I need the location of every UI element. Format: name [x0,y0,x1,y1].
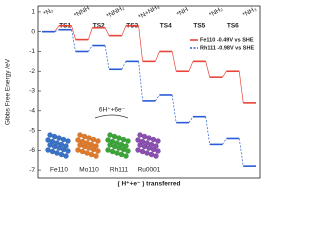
x-axis-label: ( H⁺+e⁻ ) transferred [117,181,180,188]
atom [63,153,69,159]
y-tick-label: 0 [31,28,35,35]
atom [95,138,101,144]
inset-label: Fe110 [50,167,68,174]
atom [93,143,99,149]
chart: Gibbs Free Energy /eV ( H⁺+e⁻ ) transfer… [5,3,261,188]
atom [65,148,71,154]
connector [155,51,160,62]
atom [153,143,159,149]
y-tick-label: -3 [29,88,35,95]
state-label: *N₂ [43,6,55,17]
connector [71,29,76,52]
connector [71,25,76,40]
y-tick-label: -5 [29,127,35,134]
state-label: *NNH₂ [106,4,126,20]
atom [123,153,129,159]
y-tick-label: -7 [29,167,35,174]
atom [65,138,71,144]
connector [104,27,110,36]
connector [222,138,227,145]
y-tick-label: -6 [29,147,35,154]
ts-label: TS4 [160,23,172,30]
connector [54,25,60,32]
connector [205,61,211,78]
inset-label: Mo110 [79,167,99,174]
y-tick-label: -4 [29,108,35,115]
ts-label: TS2 [93,23,105,30]
connector [104,45,110,70]
state-label: *NH [176,6,190,18]
connector [121,61,127,70]
connector [238,138,244,167]
connector [171,51,177,72]
y-tick-label: -2 [29,68,35,75]
connector [171,94,177,123]
legend-label: Rh111 -0.98V vs SHE [200,45,254,51]
atom [155,138,161,144]
atom [123,143,129,149]
state-label: *NNH [73,5,91,20]
atom [95,148,101,154]
state-label: *NH₂ [208,5,224,19]
connector [155,94,160,102]
y-tick-label: 1 [31,9,35,16]
connector [188,116,194,123]
y-tick-label: -1 [29,48,35,55]
ts-label: TS6 [227,23,239,30]
connector [121,25,127,36]
legend-label: Fe110 -0.49V vs SHE [200,37,254,43]
plot-frame [37,5,261,179]
connector [88,45,93,52]
connector [54,29,59,33]
atom [153,153,159,159]
atom [63,143,69,149]
connector [138,61,143,101]
atom [93,153,99,159]
atom [155,148,161,154]
atom [125,148,131,154]
annotation: 6H⁺+6e⁻ [99,107,126,114]
connector [87,27,93,40]
connector [188,61,194,72]
connector [222,71,227,78]
connector [205,116,211,145]
ts-label: TS5 [193,23,205,30]
atom [125,138,131,144]
inset: Fe110 Mo110 Rh111 Ru0001 [45,132,161,174]
state-label: *NH₃ [242,5,258,19]
arrow [94,114,129,119]
inset-label: Rh111 [110,167,129,174]
y-axis-label: Gibbs Free Energy /eV [5,58,12,125]
connector [238,71,244,103]
connector [138,25,143,62]
inset-label: Ru0001 [138,167,161,174]
